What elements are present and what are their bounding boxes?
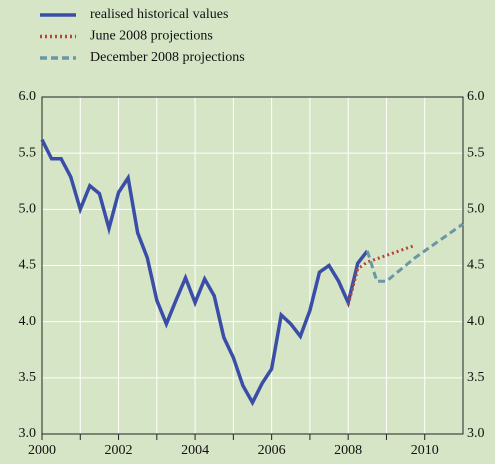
legend-label: realised historical values [90,7,228,22]
x-tick-label: 2008 [334,443,362,458]
series-line [346,243,416,306]
y2-tick-label: 4.5 [467,258,485,273]
y-tick-label: 5.5 [19,145,37,160]
y2-tick-label: 3.5 [467,370,485,385]
series-line [40,138,369,407]
y2-tick-label: 3.0 [467,426,485,441]
y2-tick-label: 4.0 [467,314,485,329]
x-tick-label: 2004 [181,443,209,458]
y-tick-label: 5.0 [19,202,37,217]
y-tick-label: 4.0 [19,314,37,329]
series-line [365,222,464,283]
x-tick-label: 2002 [105,443,133,458]
plot-frame [41,96,464,435]
y2-tick-label: 5.0 [467,202,485,217]
y-tick-label: 6.0 [19,89,37,104]
y2-tick-label: 5.5 [467,145,485,160]
y-tick-label: 3.5 [19,370,37,385]
x-tick-label: 2006 [258,443,286,458]
y-tick-label: 4.5 [19,258,37,273]
x-tick-label: 2000 [28,443,56,458]
y-tick-label: 3.0 [19,426,37,441]
y2-tick-label: 6.0 [467,89,485,104]
x-tick-label: 2010 [411,443,439,458]
legend-label: December 2008 projections [90,50,245,65]
legend-label: June 2008 projections [90,29,213,44]
